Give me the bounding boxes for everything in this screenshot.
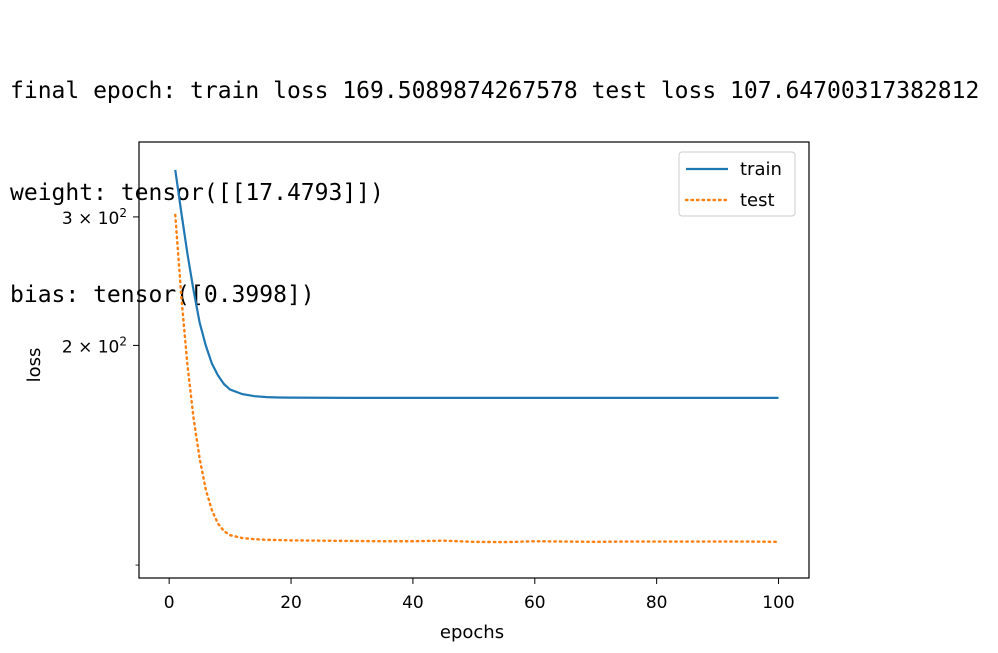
bias-line: bias: tensor([0.3998]): [10, 282, 315, 308]
x-tick-label: 80: [646, 593, 668, 613]
series-train-line: [174, 169, 779, 399]
y-axis-title: loss: [24, 348, 45, 383]
final-epoch-line: final epoch: train loss 169.508987426757…: [10, 78, 980, 104]
legend-test-label: test: [740, 190, 775, 211]
x-axis-title: epochs: [440, 622, 504, 643]
cell-output: final epoch: train loss 169.508987426757…: [10, 6, 979, 346]
y-tick-label: 2 × 102: [62, 334, 127, 357]
ticks-layer: 0 20 40 60 80 100 2 × 102 3 × 102: [62, 206, 795, 613]
x-tick-label: 20: [280, 593, 302, 613]
x-tick-label: 60: [524, 593, 546, 613]
series-layer: [174, 169, 780, 544]
x-tick-label: 40: [402, 593, 424, 613]
legend-train-label: train: [740, 159, 782, 180]
x-tick-label: 100: [762, 593, 794, 613]
weight-line: weight: tensor([[17.4793]]): [10, 180, 384, 206]
series-test-line: [174, 213, 780, 544]
legend: train test: [678, 151, 796, 217]
axes-frame: [138, 141, 810, 579]
y-tick-label: 3 × 102: [62, 206, 127, 229]
x-tick-label: 0: [164, 593, 175, 613]
